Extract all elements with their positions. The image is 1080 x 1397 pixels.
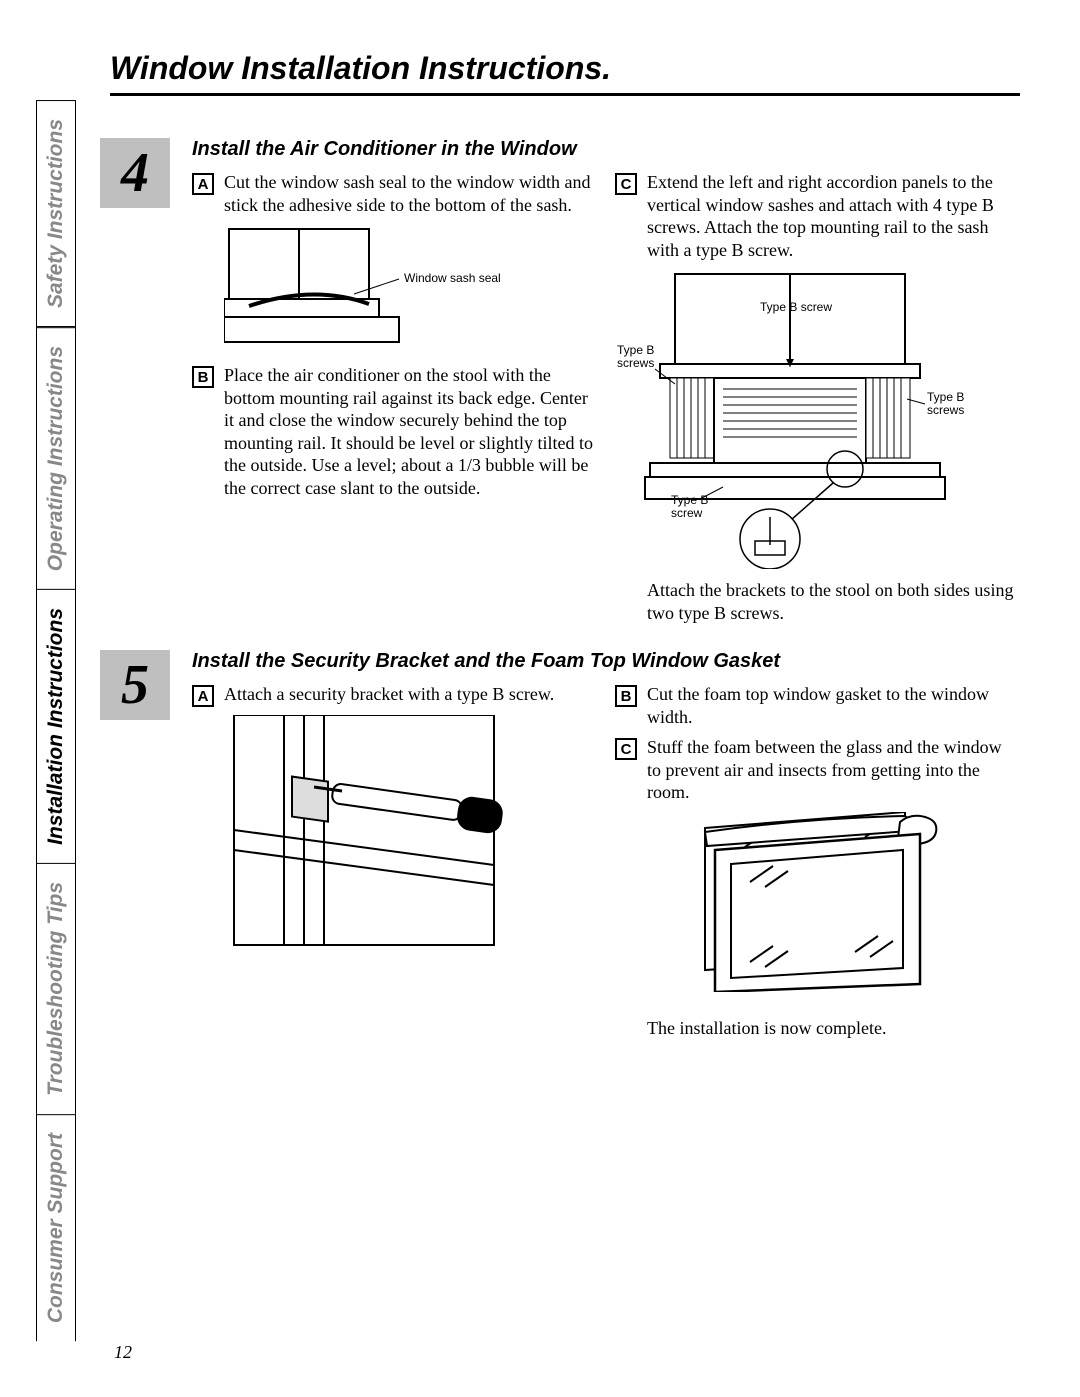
- step-body: Install the Security Bracket and the Foa…: [192, 650, 1020, 1039]
- step-number-box: 5: [100, 650, 170, 720]
- side-tabs: Consumer Support Troubleshooting Tips In…: [36, 56, 76, 1341]
- step-4: 4 Install the Air Conditioner in the Win…: [100, 138, 1020, 624]
- tab-safety-instructions[interactable]: Safety Instructions: [36, 100, 76, 327]
- step-5-left-col: A Attach a security bracket with a type …: [192, 683, 597, 1039]
- tab-troubleshooting-tips[interactable]: Troubleshooting Tips: [36, 863, 76, 1114]
- step-4-A-text: Cut the window sash seal to the window w…: [224, 171, 597, 216]
- step-4-left-col: A Cut the window sash seal to the window…: [192, 171, 597, 624]
- figure-label-bottom-screw: Type B screw: [671, 494, 708, 520]
- tab-installation-instructions[interactable]: Installation Instructions: [36, 589, 76, 863]
- sub-label-A: A: [192, 173, 214, 195]
- sub-label-B: B: [615, 685, 637, 707]
- step-4-right-col: C Extend the left and right accordion pa…: [615, 171, 1020, 624]
- step-4-columns: A Cut the window sash seal to the window…: [192, 171, 1020, 624]
- step-5-A-text: Attach a security bracket with a type B …: [224, 683, 597, 707]
- step-5-C: C Stuff the foam between the glass and t…: [615, 736, 1020, 804]
- foam-gasket-illustration: [695, 812, 955, 992]
- step-number-box: 4: [100, 138, 170, 208]
- sub-label-A: A: [192, 685, 214, 707]
- step-4-C-after: Attach the brackets to the stool on both…: [647, 579, 1020, 624]
- figure-label-left-screws: Type B screws: [617, 344, 654, 370]
- page: Consumer Support Troubleshooting Tips In…: [0, 0, 1080, 1397]
- step-5-columns: A Attach a security bracket with a type …: [192, 683, 1020, 1039]
- sub-label-B: B: [192, 366, 214, 388]
- title-rule: [110, 93, 1020, 96]
- step-number: 4: [121, 145, 149, 201]
- tab-operating-instructions[interactable]: Operating Instructions: [36, 327, 76, 589]
- sub-label-C: C: [615, 173, 637, 195]
- step-5-C-text: Stuff the foam between the glass and the…: [647, 736, 1020, 804]
- step-5: 5 Install the Security Bracket and the F…: [100, 650, 1020, 1039]
- step-4-B: B Place the air conditioner on the stool…: [192, 364, 597, 499]
- step-5-B: B Cut the foam top window gasket to the …: [615, 683, 1020, 728]
- step-4-C: C Extend the left and right accordion pa…: [615, 171, 1020, 261]
- figure-window-sash-seal: Window sash seal: [224, 224, 597, 354]
- step-5-C-after: The installation is now complete.: [647, 1017, 1020, 1040]
- figure-foam-gasket: [695, 812, 1020, 997]
- step-4-C-text: Extend the left and right accordion pane…: [647, 171, 1020, 261]
- page-title: Window Installation Instructions.: [110, 50, 1020, 93]
- figure-label-right-screws: Type B screws: [927, 391, 964, 417]
- step-5-right-col: B Cut the foam top window gasket to the …: [615, 683, 1020, 1039]
- step-body: Install the Air Conditioner in the Windo…: [192, 138, 1020, 624]
- sub-label-C: C: [615, 738, 637, 760]
- step-4-B-text: Place the air conditioner on the stool w…: [224, 364, 597, 499]
- step-5-B-text: Cut the foam top window gasket to the wi…: [647, 683, 1020, 728]
- figure-label-top-screw: Type B screw: [760, 301, 832, 314]
- step-5-A: A Attach a security bracket with a type …: [192, 683, 597, 707]
- page-number: 12: [114, 1342, 132, 1363]
- figure-label-sash-seal: Window sash seal: [404, 272, 501, 285]
- security-bracket-illustration: [224, 715, 514, 950]
- step-number: 5: [121, 657, 149, 713]
- step-4-title: Install the Air Conditioner in the Windo…: [192, 138, 1020, 161]
- step-4-A: A Cut the window sash seal to the window…: [192, 171, 597, 216]
- tab-consumer-support[interactable]: Consumer Support: [36, 1114, 76, 1341]
- figure-accordion-panels: Type B screw Type B screws Type B screws…: [615, 269, 1020, 569]
- figure-security-bracket: [224, 715, 597, 955]
- step-5-title: Install the Security Bracket and the Foa…: [192, 650, 1020, 673]
